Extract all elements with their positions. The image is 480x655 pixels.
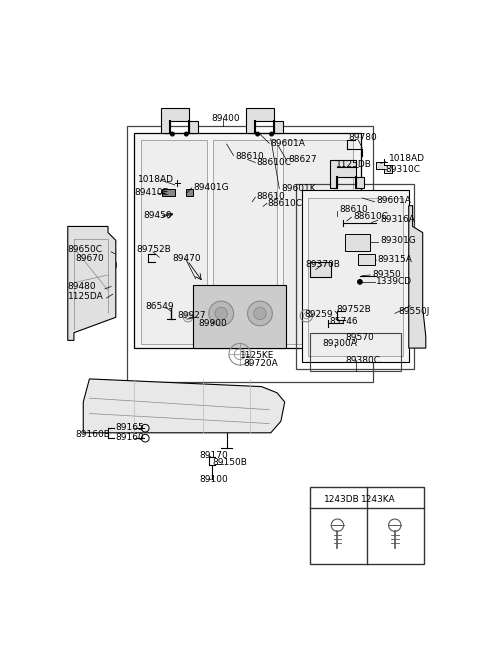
Text: 1125DB: 1125DB xyxy=(336,160,372,170)
Text: 89300A: 89300A xyxy=(322,339,357,348)
Polygon shape xyxy=(283,140,353,345)
Polygon shape xyxy=(409,206,426,348)
Text: 89752B: 89752B xyxy=(137,245,171,254)
Ellipse shape xyxy=(209,301,234,326)
Polygon shape xyxy=(162,189,175,196)
Polygon shape xyxy=(308,198,403,356)
Text: 89165: 89165 xyxy=(116,423,144,432)
Text: 1018AD: 1018AD xyxy=(137,175,173,184)
Bar xyxy=(345,234,370,251)
Text: 89601A: 89601A xyxy=(271,139,306,148)
Text: 89316A: 89316A xyxy=(380,215,415,224)
Polygon shape xyxy=(246,108,283,132)
Polygon shape xyxy=(302,190,409,362)
Polygon shape xyxy=(134,132,360,348)
Bar xyxy=(310,262,331,277)
Bar xyxy=(310,333,401,371)
Text: 89150B: 89150B xyxy=(212,458,247,467)
Text: 89100: 89100 xyxy=(200,476,228,484)
Polygon shape xyxy=(83,379,285,433)
Text: 89259: 89259 xyxy=(304,310,333,319)
Text: 88610: 88610 xyxy=(256,192,285,201)
Polygon shape xyxy=(376,162,392,172)
Text: 89780: 89780 xyxy=(348,134,377,142)
Ellipse shape xyxy=(248,301,272,326)
Text: 88627: 88627 xyxy=(288,155,317,164)
Text: 89900: 89900 xyxy=(198,319,227,328)
Text: 89380C: 89380C xyxy=(345,356,380,365)
Ellipse shape xyxy=(358,280,362,284)
Text: 89601A: 89601A xyxy=(376,196,411,205)
Text: 89601K: 89601K xyxy=(281,184,315,193)
Bar xyxy=(296,184,414,369)
Text: 89400: 89400 xyxy=(211,114,240,123)
Text: 89301G: 89301G xyxy=(380,236,416,245)
Text: 1339CD: 1339CD xyxy=(376,277,412,286)
Bar xyxy=(127,126,373,382)
Text: 89160B: 89160B xyxy=(75,430,110,439)
Text: 1018AD: 1018AD xyxy=(389,154,425,163)
Text: 89670: 89670 xyxy=(75,253,104,263)
Text: 88610C: 88610C xyxy=(353,212,388,221)
Text: 89315A: 89315A xyxy=(378,255,413,264)
Text: 89720A: 89720A xyxy=(244,359,278,368)
Text: 1125KE: 1125KE xyxy=(240,350,274,360)
Text: 89370B: 89370B xyxy=(305,259,340,269)
Text: 88610: 88610 xyxy=(235,152,264,161)
Text: 1243KA: 1243KA xyxy=(360,495,396,504)
Ellipse shape xyxy=(270,132,274,136)
Text: 89450: 89450 xyxy=(144,211,172,220)
Text: 89650C: 89650C xyxy=(68,245,103,254)
Text: 85746: 85746 xyxy=(330,318,359,326)
Text: 89401G: 89401G xyxy=(193,183,229,192)
Text: 89160: 89160 xyxy=(116,433,144,442)
Text: 88610C: 88610C xyxy=(268,199,303,208)
Text: 88610C: 88610C xyxy=(256,158,291,167)
Text: 89550J: 89550J xyxy=(398,307,429,316)
Text: 89350: 89350 xyxy=(372,270,401,278)
Ellipse shape xyxy=(170,132,174,136)
Polygon shape xyxy=(214,140,277,345)
Ellipse shape xyxy=(184,132,188,136)
Text: 89480: 89480 xyxy=(68,282,96,291)
Text: 89170: 89170 xyxy=(200,451,228,460)
Text: 88610: 88610 xyxy=(339,205,368,214)
Polygon shape xyxy=(68,227,116,341)
Text: 89927: 89927 xyxy=(178,311,206,320)
Text: 1125DA: 1125DA xyxy=(68,292,104,301)
Text: 89470: 89470 xyxy=(172,253,201,263)
Ellipse shape xyxy=(215,307,228,320)
Bar xyxy=(193,285,286,348)
Polygon shape xyxy=(141,140,207,345)
Ellipse shape xyxy=(254,307,266,320)
Text: 89410E: 89410E xyxy=(134,188,168,197)
Text: 1243DB: 1243DB xyxy=(324,495,360,504)
Polygon shape xyxy=(161,108,198,132)
Ellipse shape xyxy=(256,132,260,136)
Bar xyxy=(359,254,375,265)
Text: 89570: 89570 xyxy=(345,333,374,342)
Text: 86549: 86549 xyxy=(145,302,174,311)
Text: 89310C: 89310C xyxy=(385,165,420,174)
Text: 89752B: 89752B xyxy=(336,305,372,314)
Polygon shape xyxy=(186,189,193,196)
Polygon shape xyxy=(330,160,364,188)
Bar xyxy=(310,487,424,564)
